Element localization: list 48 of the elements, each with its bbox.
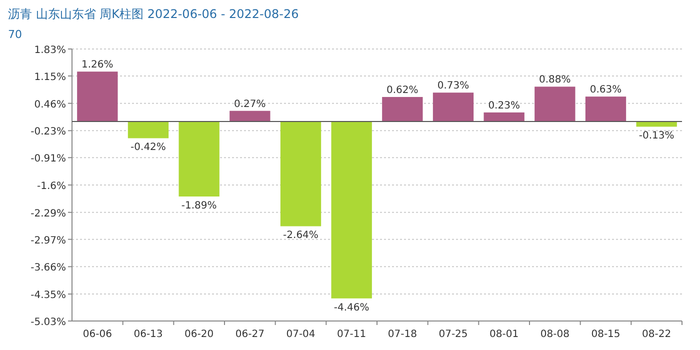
y-tick-label: 1.15% bbox=[34, 72, 66, 83]
bar bbox=[230, 110, 270, 122]
data-label: 0.73% bbox=[437, 80, 470, 92]
x-tick-label: 07-25 bbox=[438, 329, 468, 340]
y-tick-label: -0.91% bbox=[30, 154, 66, 165]
x-tick-label: 08-08 bbox=[540, 329, 570, 340]
bar bbox=[585, 96, 626, 122]
x-tick-label: 08-01 bbox=[490, 329, 519, 340]
data-label: -4.46% bbox=[334, 302, 370, 314]
y-tick-label: -2.29% bbox=[30, 208, 66, 220]
data-label: 0.88% bbox=[539, 74, 571, 86]
bar bbox=[128, 122, 169, 138]
y-tick-label: -0.23% bbox=[30, 126, 66, 138]
bar bbox=[280, 122, 322, 226]
bar bbox=[534, 86, 576, 122]
y-tick-label: -2.97% bbox=[30, 235, 66, 246]
x-tick-label: 07-18 bbox=[388, 329, 417, 340]
y-tick-label: -1.6% bbox=[36, 181, 66, 192]
data-label: -0.13% bbox=[638, 130, 674, 142]
x-tick-label: 06-20 bbox=[184, 329, 214, 340]
y-tick-label: 0.46% bbox=[34, 99, 66, 110]
data-label: 0.23% bbox=[488, 100, 520, 112]
y-tick-label: 1.83% bbox=[34, 45, 66, 56]
bar bbox=[77, 72, 118, 122]
bar bbox=[432, 92, 474, 122]
bar bbox=[484, 112, 524, 122]
data-label: 0.27% bbox=[234, 98, 266, 110]
x-tick-label: 06-06 bbox=[82, 329, 112, 340]
x-tick-label: 06-13 bbox=[134, 329, 163, 340]
x-tick-label: 08-15 bbox=[591, 329, 620, 340]
y-tick-label: -5.03% bbox=[30, 317, 66, 328]
data-label: 0.63% bbox=[590, 84, 622, 96]
x-tick-label: 06-27 bbox=[235, 329, 264, 340]
data-label: 1.26% bbox=[82, 60, 114, 71]
y-tick-label: -3.66% bbox=[30, 262, 66, 274]
data-label: -2.64% bbox=[283, 230, 318, 242]
x-tick-label: 07-11 bbox=[337, 329, 366, 340]
y-tick-label: -4.35% bbox=[30, 290, 66, 302]
chart-subtitle: 70 bbox=[8, 28, 22, 41]
data-label: 0.62% bbox=[386, 84, 418, 96]
bar bbox=[178, 122, 220, 196]
data-label: -1.89% bbox=[181, 200, 217, 212]
bar bbox=[331, 122, 372, 298]
x-tick-label: 08-22 bbox=[642, 329, 672, 340]
data-label: -0.42% bbox=[130, 142, 166, 154]
x-tick-label: 07-04 bbox=[286, 329, 316, 340]
bar bbox=[382, 96, 423, 122]
chart-title: 沥青 山东山东省 周K柱图 2022-06-06 - 2022-08-26 bbox=[8, 7, 299, 21]
